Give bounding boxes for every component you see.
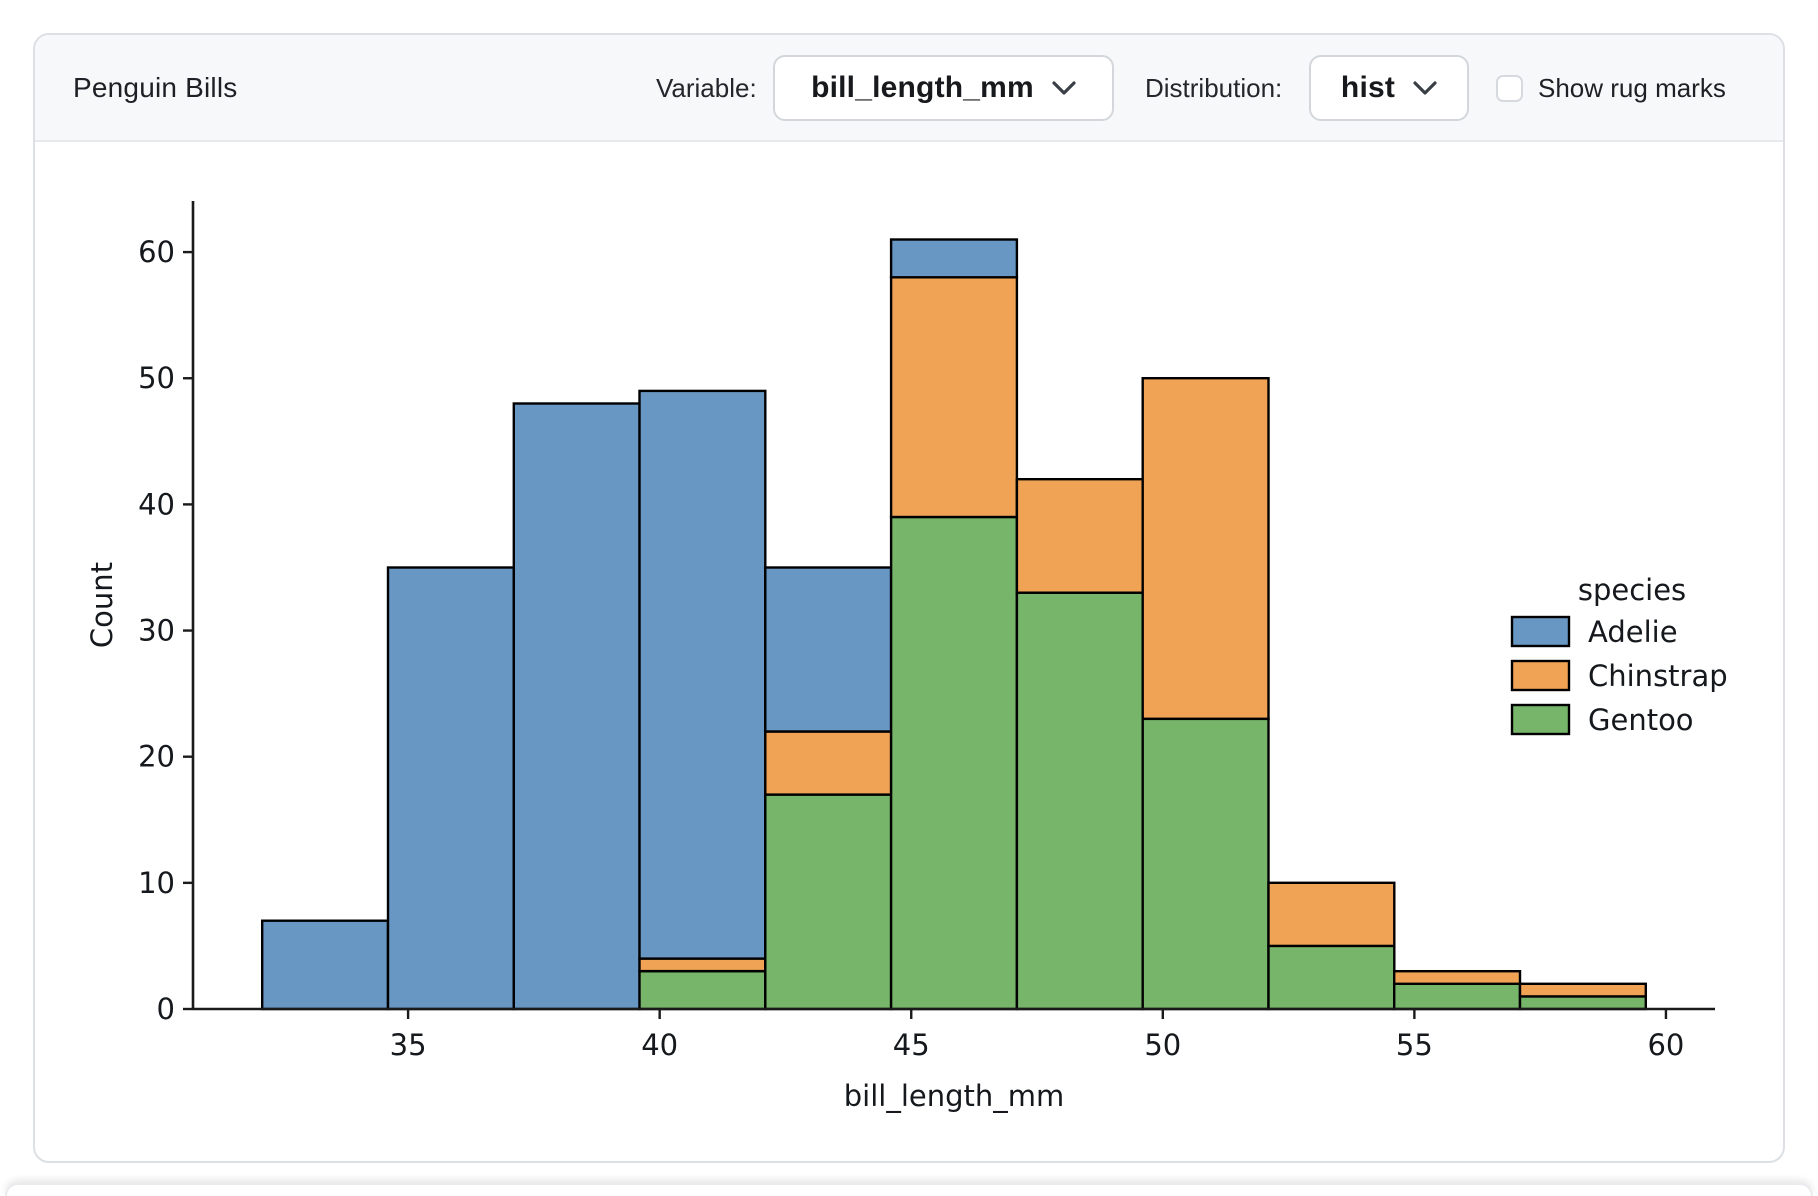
variable-label: Variable: <box>656 73 757 103</box>
show-rug-label: Show rug marks <box>1538 73 1726 103</box>
chevron-down-icon <box>1052 81 1076 95</box>
page-title: Penguin Bills <box>73 72 238 103</box>
variable-select[interactable]: bill_length_mm <box>773 55 1114 121</box>
show-rug-checkbox[interactable] <box>1496 75 1523 102</box>
card-header: Penguin Bills Variable: bill_length_mm D… <box>35 35 1783 142</box>
plot-card: Penguin Bills Variable: bill_length_mm D… <box>33 33 1785 1163</box>
next-card-peek <box>5 1183 1813 1196</box>
distribution-label: Distribution: <box>1145 73 1283 103</box>
chevron-down-icon <box>1413 81 1437 95</box>
distribution-select-value: hist <box>1340 71 1396 104</box>
distribution-select[interactable]: hist <box>1309 55 1469 121</box>
variable-select-value: bill_length_mm <box>811 71 1034 104</box>
